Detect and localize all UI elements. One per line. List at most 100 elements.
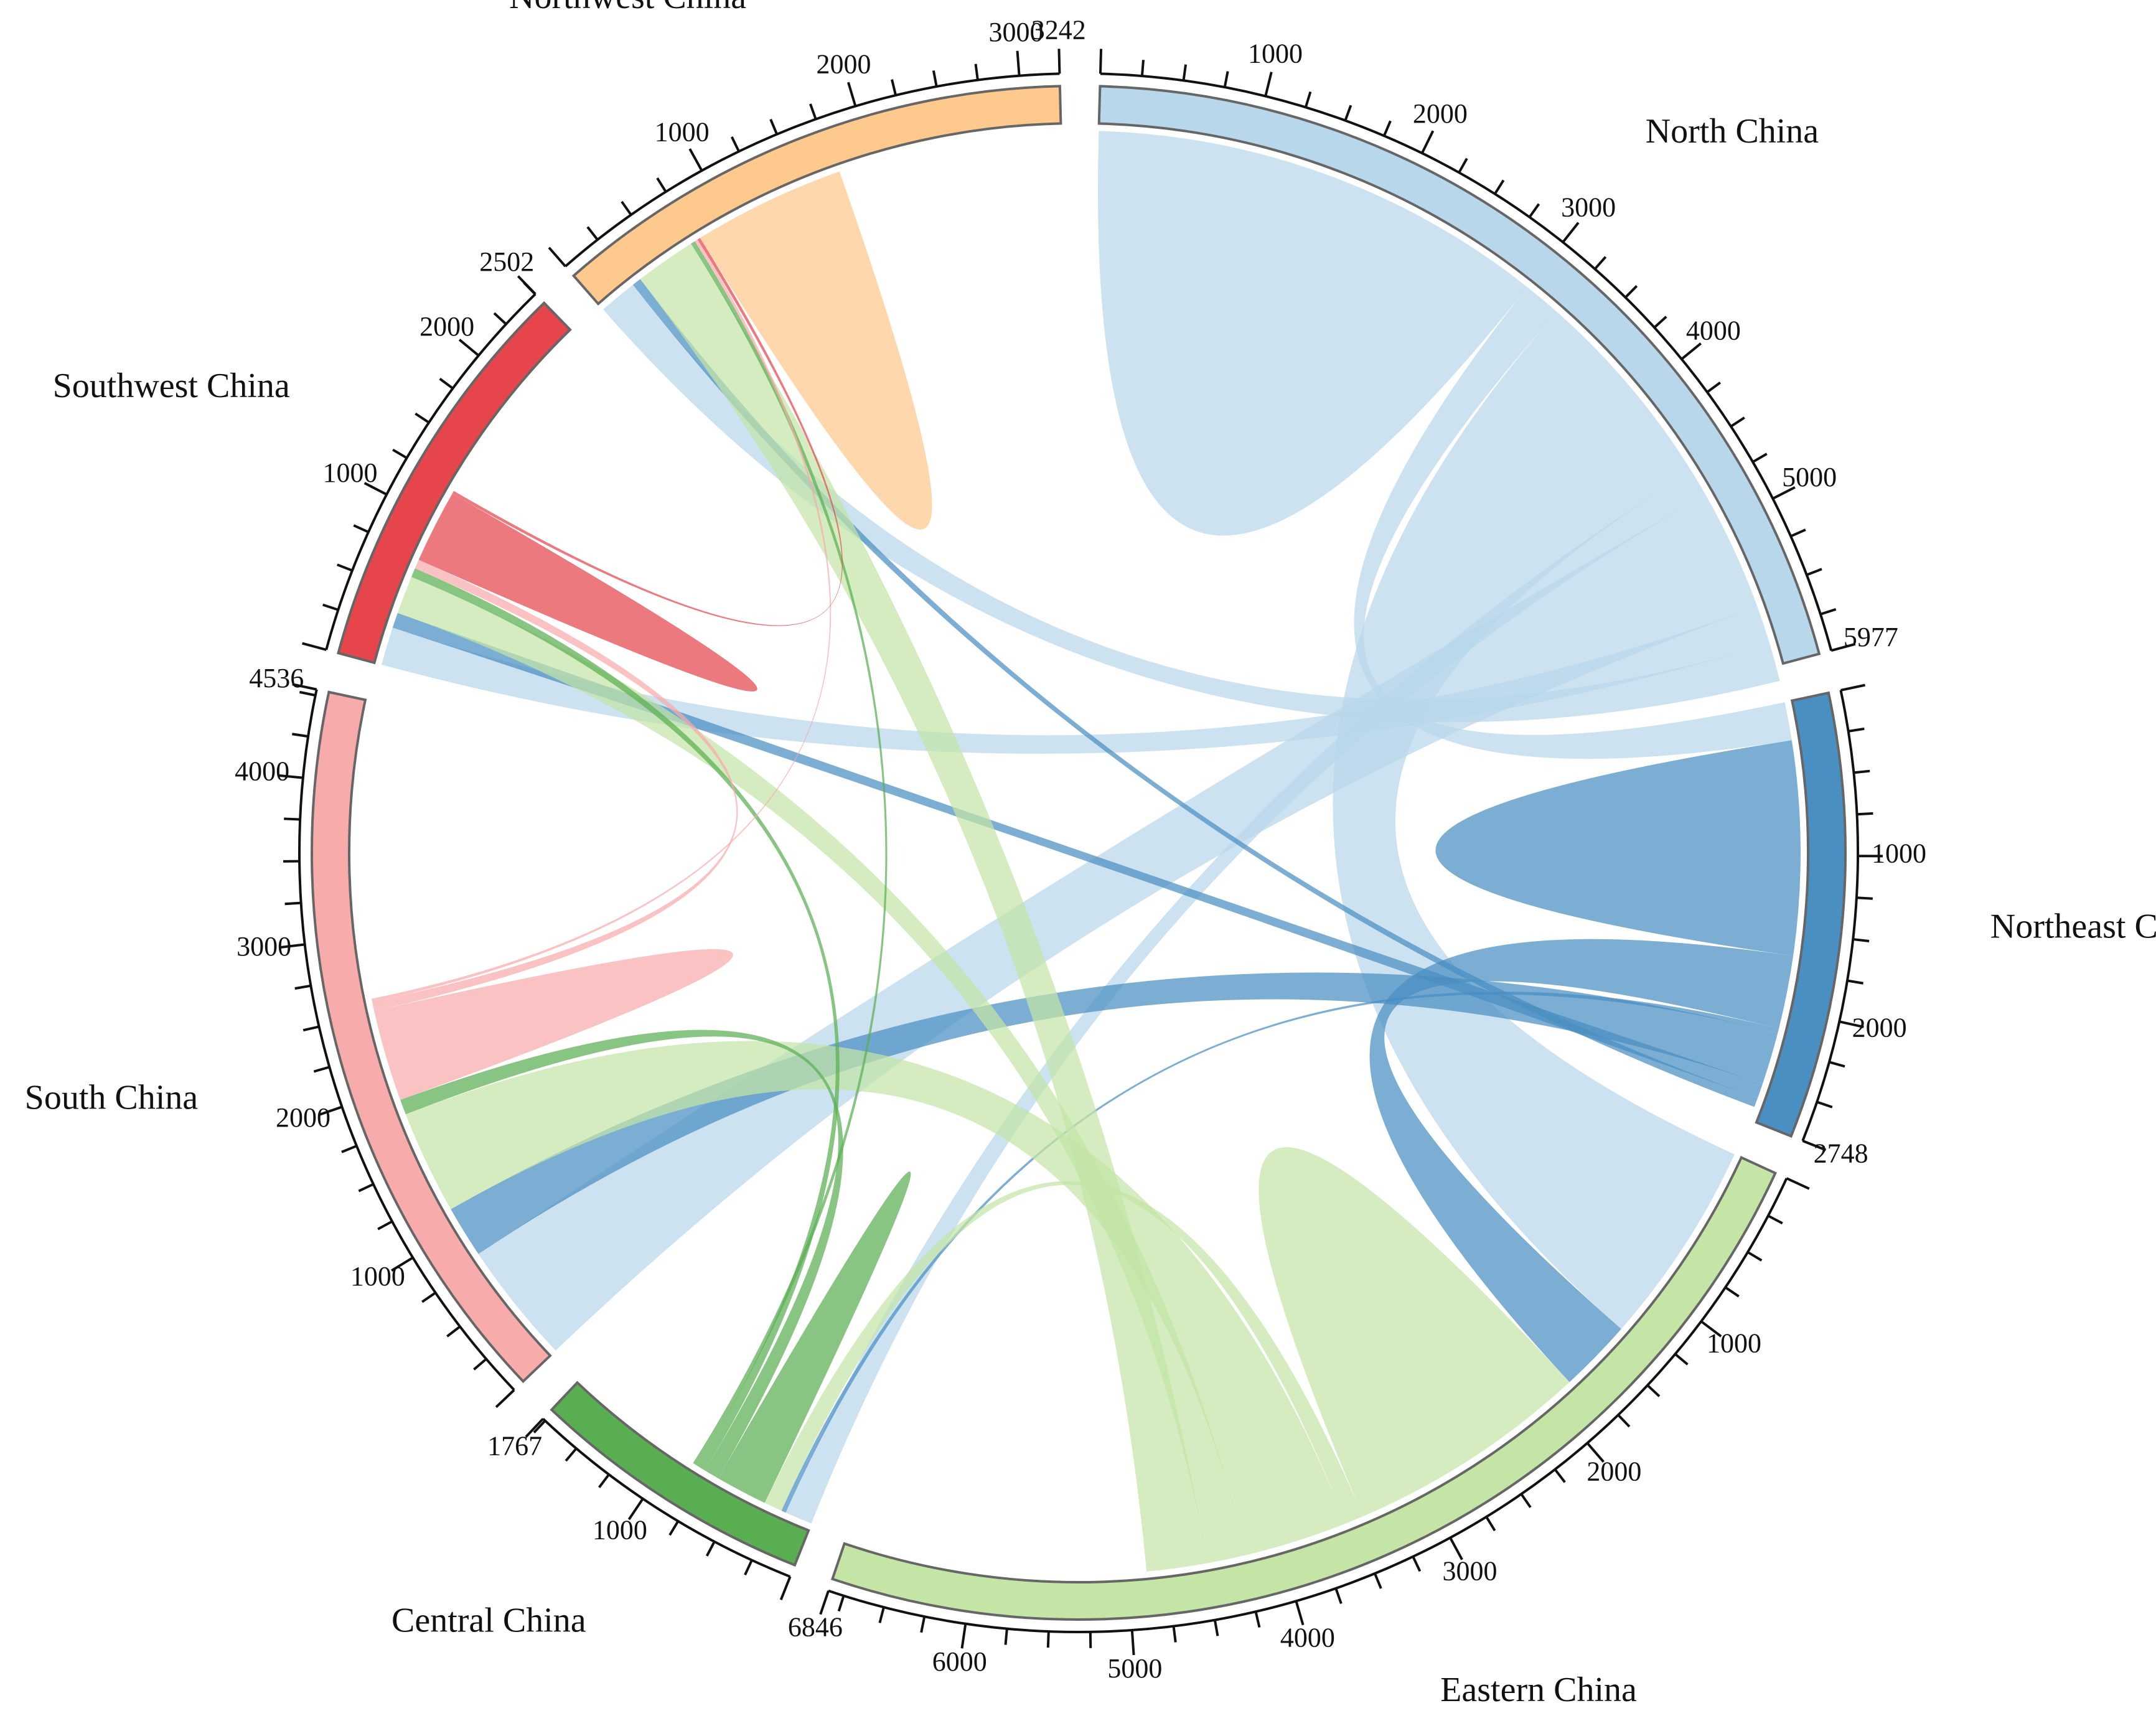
ribbon-15 [764, 1181, 1364, 1524]
tick-south-china [284, 901, 301, 906]
tick-eastern-china [1213, 1620, 1219, 1636]
tick-eastern-china [1130, 1630, 1135, 1656]
ribbon-11 [451, 972, 1778, 1254]
tick-northeast-china [1854, 769, 1870, 774]
tick-northwest-china [586, 226, 599, 241]
tick-central-china [705, 1541, 716, 1557]
tick-south-china [292, 683, 317, 691]
ribbon-2 [1354, 287, 1792, 759]
tick-label-north-china: 1000 [1248, 39, 1303, 69]
tick-north-china [1458, 157, 1468, 174]
tick-north-china [1624, 285, 1638, 299]
tick-central-china [627, 1498, 644, 1521]
tick-north-china [1830, 642, 1856, 652]
tick-label-central-china: 1000 [593, 1515, 647, 1545]
region-label-central-china: Central China [391, 1602, 586, 1640]
tick-northwest-china [769, 118, 779, 135]
tick-north-china [1494, 179, 1505, 195]
tick-central-china [744, 1559, 753, 1576]
tick-south-china [473, 1358, 487, 1371]
tick-eastern-china [1172, 1626, 1177, 1643]
tick-south-china [446, 1325, 461, 1338]
tick-northwest-china [1016, 50, 1021, 76]
tick-eastern-china [920, 1616, 926, 1633]
tick-label-northeast-china: 1000 [1872, 838, 1926, 869]
tick-label-northwest-china: 1000 [655, 116, 710, 147]
tick-north-china [1806, 568, 1822, 576]
tick-northwest-china [730, 136, 740, 152]
tick-southwest-china [439, 377, 454, 390]
tick-label-south-china: 4536 [249, 663, 304, 693]
tick-north-china [1790, 528, 1806, 538]
tick-north-china [1653, 316, 1667, 329]
tick-label-north-china: 3000 [1561, 192, 1616, 223]
tick-label-northwest-china: 2000 [816, 49, 871, 79]
tick-south-china [279, 943, 305, 949]
tick-north-china [1099, 49, 1103, 74]
tick-label-eastern-china: 6000 [932, 1646, 987, 1677]
arc-central-china [550, 1381, 810, 1567]
ribbon-3 [1333, 312, 1735, 1330]
axis-south-china [298, 689, 515, 1391]
tick-south-china [299, 690, 316, 697]
tick-north-china [1140, 60, 1145, 77]
tick-central-china [779, 1576, 792, 1600]
arc-northeast-china [1755, 691, 1847, 1138]
tick-label-eastern-china: 1000 [1707, 1328, 1761, 1359]
tick-north-china [1223, 71, 1229, 88]
ribbon-18 [640, 243, 1208, 1572]
tick-north-china [1344, 105, 1352, 121]
tick-north-china [1304, 91, 1312, 108]
ribbon-22 [691, 241, 888, 1466]
tick-northwest-china [621, 200, 632, 216]
tick-north-china [1706, 382, 1722, 393]
tick-southwest-china [363, 482, 388, 496]
tick-eastern-china [1485, 1516, 1496, 1532]
ribbon-26 [418, 494, 757, 692]
tick-south-china [294, 984, 311, 990]
tick-north-china [1420, 130, 1435, 154]
region-label-eastern-china: Eastern China [1440, 1671, 1637, 1709]
tick-eastern-china [1374, 1573, 1382, 1589]
tick-south-china [302, 1025, 320, 1032]
tick-label-southwest-china: 2502 [479, 246, 534, 277]
tick-label-south-china: 3000 [237, 931, 291, 962]
tick-central-china [533, 1420, 546, 1433]
tick-central-china [565, 1447, 578, 1462]
arc-layer [278, 49, 1883, 1656]
tick-eastern-china [1412, 1556, 1422, 1572]
region-label-southwest-china: Southwest China [53, 367, 290, 405]
axis-eastern-china [828, 1178, 1788, 1633]
tick-eastern-china [1004, 1628, 1008, 1645]
tick-eastern-china [878, 1606, 885, 1623]
tick-south-china [313, 1066, 330, 1073]
tick-label-southwest-china: 1000 [323, 457, 378, 488]
tick-northwest-china [548, 246, 566, 268]
tick-eastern-china [1254, 1611, 1261, 1628]
tick-south-china [341, 1145, 357, 1153]
ribbon-1 [1097, 131, 1527, 536]
tick-central-china [668, 1520, 680, 1536]
tick-south-china [284, 817, 301, 821]
tick-label-north-china: 5000 [1782, 462, 1837, 492]
tick-north-china [1752, 453, 1768, 463]
tick-label-north-china: 4000 [1686, 315, 1741, 345]
tick-northeast-china [1853, 938, 1870, 942]
tick-north-china [1382, 120, 1392, 137]
tick-eastern-china [1646, 1384, 1661, 1397]
tick-eastern-china [1767, 1214, 1783, 1225]
tick-central-china [525, 1418, 544, 1438]
tick-label-eastern-china: 3000 [1442, 1556, 1497, 1587]
ribbon-28 [700, 171, 932, 530]
tick-south-china [278, 774, 303, 779]
tick-label-south-china: 1000 [350, 1261, 405, 1292]
tick-eastern-china [1747, 1250, 1763, 1262]
tick-eastern-china [1520, 1493, 1532, 1508]
tick-north-china [1562, 222, 1580, 243]
axis-northwest-china [565, 72, 1060, 268]
tick-northwest-china [656, 177, 667, 193]
tick-label-south-china: 2000 [276, 1102, 330, 1133]
tick-north-china [1730, 416, 1745, 428]
tick-northeast-china [1839, 1020, 1864, 1028]
